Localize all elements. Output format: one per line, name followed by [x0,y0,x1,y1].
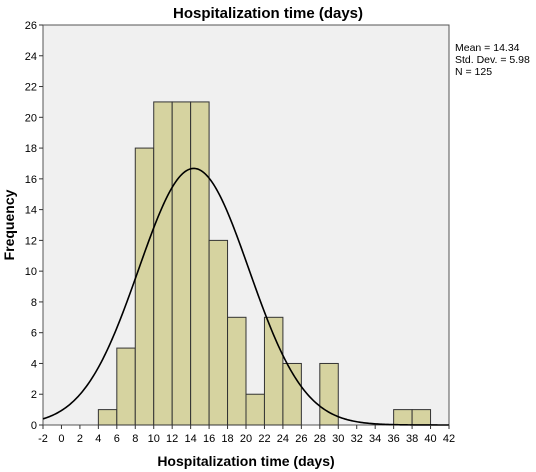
x-tick-label: 20 [240,433,252,445]
normal-curve [42,167,449,426]
x-tick-label: 32 [351,433,363,445]
histogram-bar [245,393,265,426]
x-tick-label: 38 [406,433,418,445]
y-tick-label: 16 [25,174,37,186]
x-tick-label: 42 [443,433,455,445]
histogram-bar [153,101,173,426]
y-tick-label: 2 [31,389,37,401]
histogram-bar [134,147,155,426]
histogram-bars [97,101,432,426]
x-tick-label: 28 [314,433,326,445]
x-tick-label: 22 [258,433,270,445]
x-tick-label: 24 [277,433,289,445]
x-tick-label: 8 [132,433,138,445]
x-tick-label: 14 [185,433,197,445]
x-tick-label: 36 [388,433,400,445]
y-tick-label: 8 [31,297,37,309]
x-tick-label: 10 [148,433,160,445]
y-tick-label: 10 [25,266,37,278]
y-axis-label: Frequency [1,189,17,260]
y-tick-label: 6 [31,328,37,340]
x-tick-label: 16 [203,433,215,445]
histogram-bar [116,347,136,426]
x-tick-label: 34 [369,433,381,445]
x-tick-label: 26 [295,433,307,445]
histogram-bar [97,409,118,426]
x-tick-label: 30 [332,433,344,445]
stat-mean: Mean = 14.34 [455,42,520,54]
histogram-bar [171,101,192,426]
x-tick-label: 6 [114,433,120,445]
y-tick-label: 18 [25,143,37,155]
y-tick-label: 4 [31,358,37,370]
x-axis-label: Hospitalization time (days) [157,453,334,469]
x-tick-label: 2 [77,433,83,445]
histogram-bar [227,316,247,426]
stats-legend: Mean = 14.34 Std. Dev. = 5.98 N = 125 [455,42,530,78]
chart-title: Hospitalization time (days) [173,5,363,22]
stat-std-dev: Std. Dev. = 5.98 [455,54,530,66]
y-tick-label: 14 [25,205,37,217]
x-tick-label: 4 [95,433,101,445]
histogram-bar [411,409,432,426]
histogram-bar [208,239,229,426]
x-tick-label: 0 [58,433,64,445]
stat-n: N = 125 [455,66,492,78]
x-axis: -2 0 2 4 6 8 10 12 14 16 18 20 22 24 26 28 30 32 34 36 38 40 4… [38,425,455,445]
y-tick-label: 0 [31,420,37,432]
x-tick-label: 40 [424,433,436,445]
y-tick-label: 20 [25,112,37,124]
y-tick-label: 12 [25,235,37,247]
x-tick-label: -2 [38,433,48,445]
histogram-bar [190,101,210,426]
y-tick-label: 26 [25,20,37,32]
x-tick-label: 18 [221,433,233,445]
y-tick-label: 24 [25,51,37,63]
x-tick-label: 12 [166,433,178,445]
histogram-bar [393,409,413,426]
y-tick-label: 22 [25,82,37,94]
